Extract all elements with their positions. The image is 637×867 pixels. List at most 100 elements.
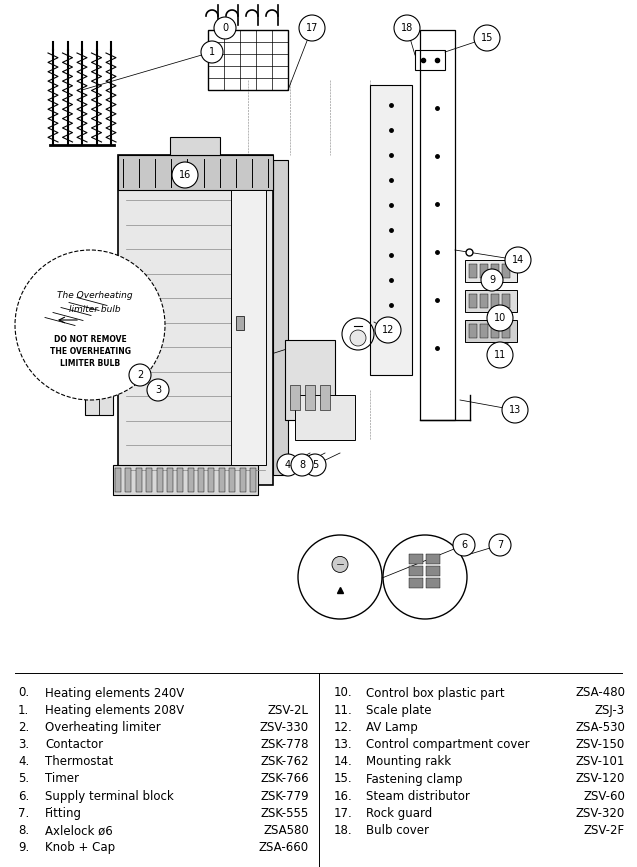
Bar [491, 264, 499, 278]
Text: ZSA-480: ZSA-480 [575, 687, 625, 700]
Bar [465, 260, 517, 282]
Bar [177, 468, 183, 492]
Bar [231, 190, 266, 465]
Bar [426, 578, 440, 588]
Text: 13.: 13. [334, 738, 352, 751]
Bar [480, 264, 488, 278]
Bar [502, 264, 510, 278]
Circle shape [375, 317, 401, 343]
Text: 12.: 12. [334, 720, 352, 733]
Text: ZSA-530: ZSA-530 [575, 720, 625, 733]
Text: The Overheating: The Overheating [57, 290, 132, 299]
Bar [409, 578, 423, 588]
Bar [426, 554, 440, 564]
Bar [85, 370, 113, 415]
Text: ZSV-330: ZSV-330 [260, 720, 309, 733]
Text: Heating elements 208V: Heating elements 208V [45, 704, 184, 717]
Text: 1: 1 [209, 47, 215, 57]
Bar [469, 294, 477, 308]
Bar [502, 324, 510, 338]
Text: 5: 5 [312, 460, 318, 470]
Circle shape [214, 17, 236, 39]
Text: Control box plastic part: Control box plastic part [366, 687, 505, 700]
Text: ZSK-762: ZSK-762 [261, 755, 309, 768]
Bar [118, 155, 273, 190]
Text: LIMITER BULB: LIMITER BULB [60, 360, 120, 368]
Bar [240, 468, 246, 492]
Text: 15: 15 [481, 33, 493, 43]
Text: 16.: 16. [334, 790, 352, 803]
Text: Fitting: Fitting [45, 807, 82, 820]
Text: AV Lamp: AV Lamp [366, 720, 419, 733]
Text: 0: 0 [222, 23, 228, 33]
Circle shape [172, 162, 198, 188]
Text: 10: 10 [494, 313, 506, 323]
Bar [295, 395, 355, 440]
Text: 6: 6 [461, 540, 467, 550]
Text: Knob + Cap: Knob + Cap [45, 841, 115, 854]
Text: ZSV-120: ZSV-120 [576, 772, 625, 786]
Text: 17: 17 [306, 23, 318, 33]
Text: Fastening clamp: Fastening clamp [366, 772, 463, 786]
Text: limiter bulb: limiter bulb [69, 304, 121, 314]
Bar [236, 316, 244, 330]
Bar [465, 290, 517, 312]
Bar [491, 324, 499, 338]
Bar [125, 468, 131, 492]
Circle shape [304, 454, 326, 476]
Text: 15.: 15. [334, 772, 352, 786]
Bar [420, 30, 455, 420]
Text: Contactor: Contactor [45, 738, 103, 751]
Bar [157, 468, 162, 492]
Bar [208, 30, 288, 90]
Text: 7.: 7. [18, 807, 29, 820]
Text: 4: 4 [285, 460, 291, 470]
Bar [469, 324, 477, 338]
Text: Control compartment cover: Control compartment cover [366, 738, 530, 751]
Text: Timer: Timer [45, 772, 79, 786]
Text: Overheating limiter: Overheating limiter [45, 720, 161, 733]
Circle shape [277, 454, 299, 476]
Text: ZSJ-3: ZSJ-3 [595, 704, 625, 717]
Text: 11.: 11. [334, 704, 352, 717]
Text: ZSV-2L: ZSV-2L [268, 704, 309, 717]
Circle shape [394, 15, 420, 41]
Bar [480, 324, 488, 338]
Circle shape [129, 364, 151, 386]
Text: 6.: 6. [18, 790, 29, 803]
Bar [320, 385, 330, 410]
Text: 14.: 14. [334, 755, 352, 768]
Bar [370, 85, 412, 375]
Bar [167, 468, 173, 492]
Text: Steam distributor: Steam distributor [366, 790, 470, 803]
Bar [285, 340, 335, 420]
Circle shape [487, 342, 513, 368]
Circle shape [15, 250, 165, 400]
Circle shape [489, 534, 511, 556]
Bar [188, 468, 194, 492]
Text: 11: 11 [494, 350, 506, 360]
Text: 0.: 0. [18, 687, 29, 700]
Bar [198, 468, 204, 492]
Text: Scale plate: Scale plate [366, 704, 432, 717]
Circle shape [487, 305, 513, 331]
Text: ZSK-555: ZSK-555 [261, 807, 309, 820]
Text: ZSV-2F: ZSV-2F [584, 825, 625, 838]
Bar [250, 468, 256, 492]
Bar [469, 264, 477, 278]
Bar [170, 137, 220, 155]
Text: 18.: 18. [334, 825, 352, 838]
Text: 9.: 9. [18, 841, 29, 854]
Circle shape [481, 269, 503, 291]
Text: 9: 9 [489, 275, 495, 285]
Bar [113, 465, 258, 495]
Bar [290, 385, 300, 410]
Text: 1.: 1. [18, 704, 29, 717]
Text: ZSK-779: ZSK-779 [261, 790, 309, 803]
Text: 14: 14 [512, 255, 524, 265]
Text: Supply terminal block: Supply terminal block [45, 790, 174, 803]
Bar [273, 160, 288, 475]
Bar [146, 468, 152, 492]
Bar [409, 554, 423, 564]
Bar [219, 468, 225, 492]
